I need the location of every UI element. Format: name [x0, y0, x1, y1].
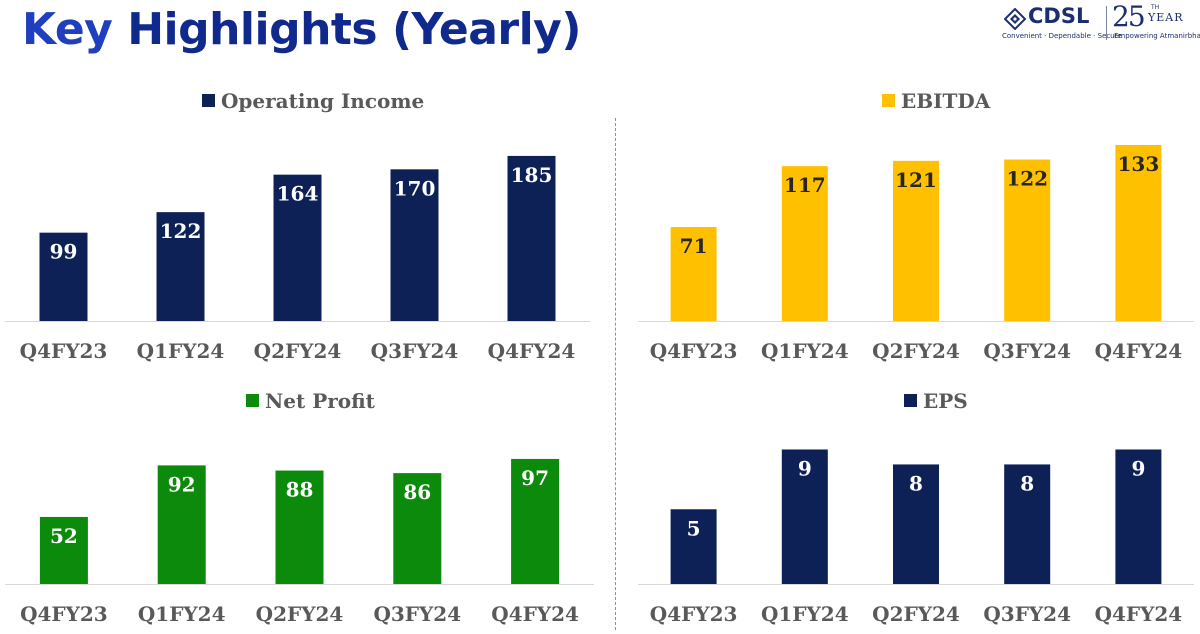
panel-divider: [615, 118, 616, 630]
net-profit-bar: [511, 458, 560, 584]
logo-tagline: Convenient · Dependable · Secure: [1002, 32, 1122, 40]
operating-income-bar: [390, 169, 439, 321]
operating-income-legend-label: Operating Income: [221, 89, 424, 113]
chart-operating-income-svg: Operating Income 99 Q4FY23 122 Q1FY24 164 Q2FY…: [5, 89, 590, 363]
chart-ebitda: EBITDA 71 Q4FY23 117 Q1FY24 121 Q2FY24 122 Q3FY2…: [620, 88, 1200, 378]
net-profit-legend-swatch: [246, 394, 259, 407]
eps-data-label: 5: [687, 516, 701, 540]
anniversary-superscript: TH: [1151, 4, 1160, 11]
chart-ebitda-svg: EBITDA 71 Q4FY23 117 Q1FY24 121 Q2FY24 122 Q3FY2…: [638, 89, 1194, 363]
operating-income-category-label: Q1FY24: [137, 339, 225, 363]
ebitda-category-label: Q2FY24: [872, 339, 960, 363]
eps-bar: [1004, 464, 1051, 584]
net-profit-data-label: 97: [521, 466, 549, 490]
eps-data-label: 8: [909, 471, 923, 495]
page-title-rest: Highlights (Yearly): [127, 4, 581, 55]
eps-data-label: 8: [1020, 471, 1034, 495]
operating-income-data-label: 185: [511, 163, 553, 187]
ebitda-bar: [781, 166, 828, 321]
eps-data-label: 9: [1131, 456, 1145, 480]
net-profit-legend-label: Net Profit: [265, 389, 376, 413]
logo-separator: [1106, 6, 1107, 40]
page-title-key: Key: [22, 4, 113, 55]
ebitda-category-label: Q4FY24: [1095, 339, 1183, 363]
logo-brand: CDSL: [1028, 4, 1090, 28]
eps-bar: [781, 449, 828, 584]
net-profit-category-label: Q4FY23: [20, 602, 108, 626]
anniversary-number: 25: [1112, 0, 1146, 33]
net-profit-category-label: Q2FY24: [256, 602, 344, 626]
ebitda-bar: [670, 227, 717, 321]
ebitda-data-label: 117: [784, 173, 826, 197]
anniversary-tagline: Empowering Atmanirbharta: [1114, 32, 1200, 40]
chart-operating-income: Operating Income 99 Q4FY23 122 Q1FY24 164 Q2FY…: [0, 88, 600, 378]
anniversary-word: YEAR: [1148, 11, 1184, 24]
chart-net-profit: Net Profit 52 Q4FY23 92 Q1FY24 88 Q2FY24 86 Q3FY…: [0, 388, 600, 634]
net-profit-data-label: 92: [168, 472, 196, 496]
net-profit-bar: [393, 473, 442, 584]
operating-income-bar: [156, 212, 205, 321]
ebitda-category-label: Q3FY24: [983, 339, 1071, 363]
ebitda-category-label: Q4FY23: [650, 339, 738, 363]
operating-income-bar: [273, 174, 322, 321]
operating-income-category-label: Q4FY23: [20, 339, 108, 363]
operating-income-category-label: Q4FY24: [488, 339, 576, 363]
net-profit-category-label: Q1FY24: [138, 602, 226, 626]
net-profit-bar: [157, 465, 206, 584]
eps-bar: [893, 464, 939, 584]
operating-income-data-label: 122: [160, 219, 202, 243]
eps-category-label: Q1FY24: [761, 602, 849, 626]
chart-eps-svg: EPS 5 Q4FY23 9 Q1FY24 8 Q2FY24 8 Q3FY24 9 Q4FY24: [638, 389, 1194, 626]
operating-income-category-label: Q2FY24: [254, 339, 342, 363]
ebitda-data-label: 122: [1006, 167, 1048, 191]
ebitda-bar: [1115, 144, 1162, 321]
eps-legend-label: EPS: [923, 389, 968, 413]
eps-category-label: Q4FY24: [1095, 602, 1183, 626]
net-profit-category-label: Q3FY24: [373, 602, 461, 626]
eps-legend-swatch: [904, 394, 917, 407]
ebitda-bar: [1004, 159, 1051, 321]
ebitda-legend-swatch: [882, 94, 895, 107]
eps-bar: [670, 509, 717, 584]
ebitda-data-label: 71: [680, 234, 708, 258]
cdsl-logo: CDSL Convenient · Dependable · Secure 25…: [1000, 0, 1200, 44]
ebitda-category-label: Q1FY24: [761, 339, 849, 363]
eps-category-label: Q2FY24: [872, 602, 960, 626]
eps-data-label: 9: [798, 456, 812, 480]
net-profit-data-label: 52: [50, 524, 78, 548]
page-title: Key Highlights (Yearly): [22, 4, 581, 55]
operating-income-data-label: 99: [50, 240, 78, 264]
ebitda-data-label: 121: [895, 168, 937, 192]
operating-income-bar: [507, 155, 556, 321]
operating-income-bar: [39, 232, 88, 321]
net-profit-data-label: 86: [403, 480, 431, 504]
eps-bar: [1115, 449, 1162, 584]
eps-category-label: Q3FY24: [983, 602, 1071, 626]
net-profit-bar: [39, 516, 88, 584]
operating-income-data-label: 164: [277, 182, 319, 206]
eps-category-label: Q4FY23: [650, 602, 738, 626]
operating-income-category-label: Q3FY24: [371, 339, 459, 363]
ebitda-legend-label: EBITDA: [901, 89, 991, 113]
net-profit-bar: [275, 470, 324, 584]
ebitda-data-label: 133: [1118, 152, 1160, 176]
net-profit-category-label: Q4FY24: [491, 602, 579, 626]
operating-income-data-label: 170: [394, 176, 436, 200]
ebitda-bar: [893, 160, 939, 321]
net-profit-data-label: 88: [286, 478, 314, 502]
operating-income-legend-swatch: [202, 94, 215, 107]
cdsl-diamond-icon: [1004, 8, 1026, 30]
chart-eps: EPS 5 Q4FY23 9 Q1FY24 8 Q2FY24 8 Q3FY24 9 Q4FY24: [620, 388, 1200, 634]
chart-net-profit-svg: Net Profit 52 Q4FY23 92 Q1FY24 88 Q2FY24 86 Q3FY…: [5, 389, 594, 626]
